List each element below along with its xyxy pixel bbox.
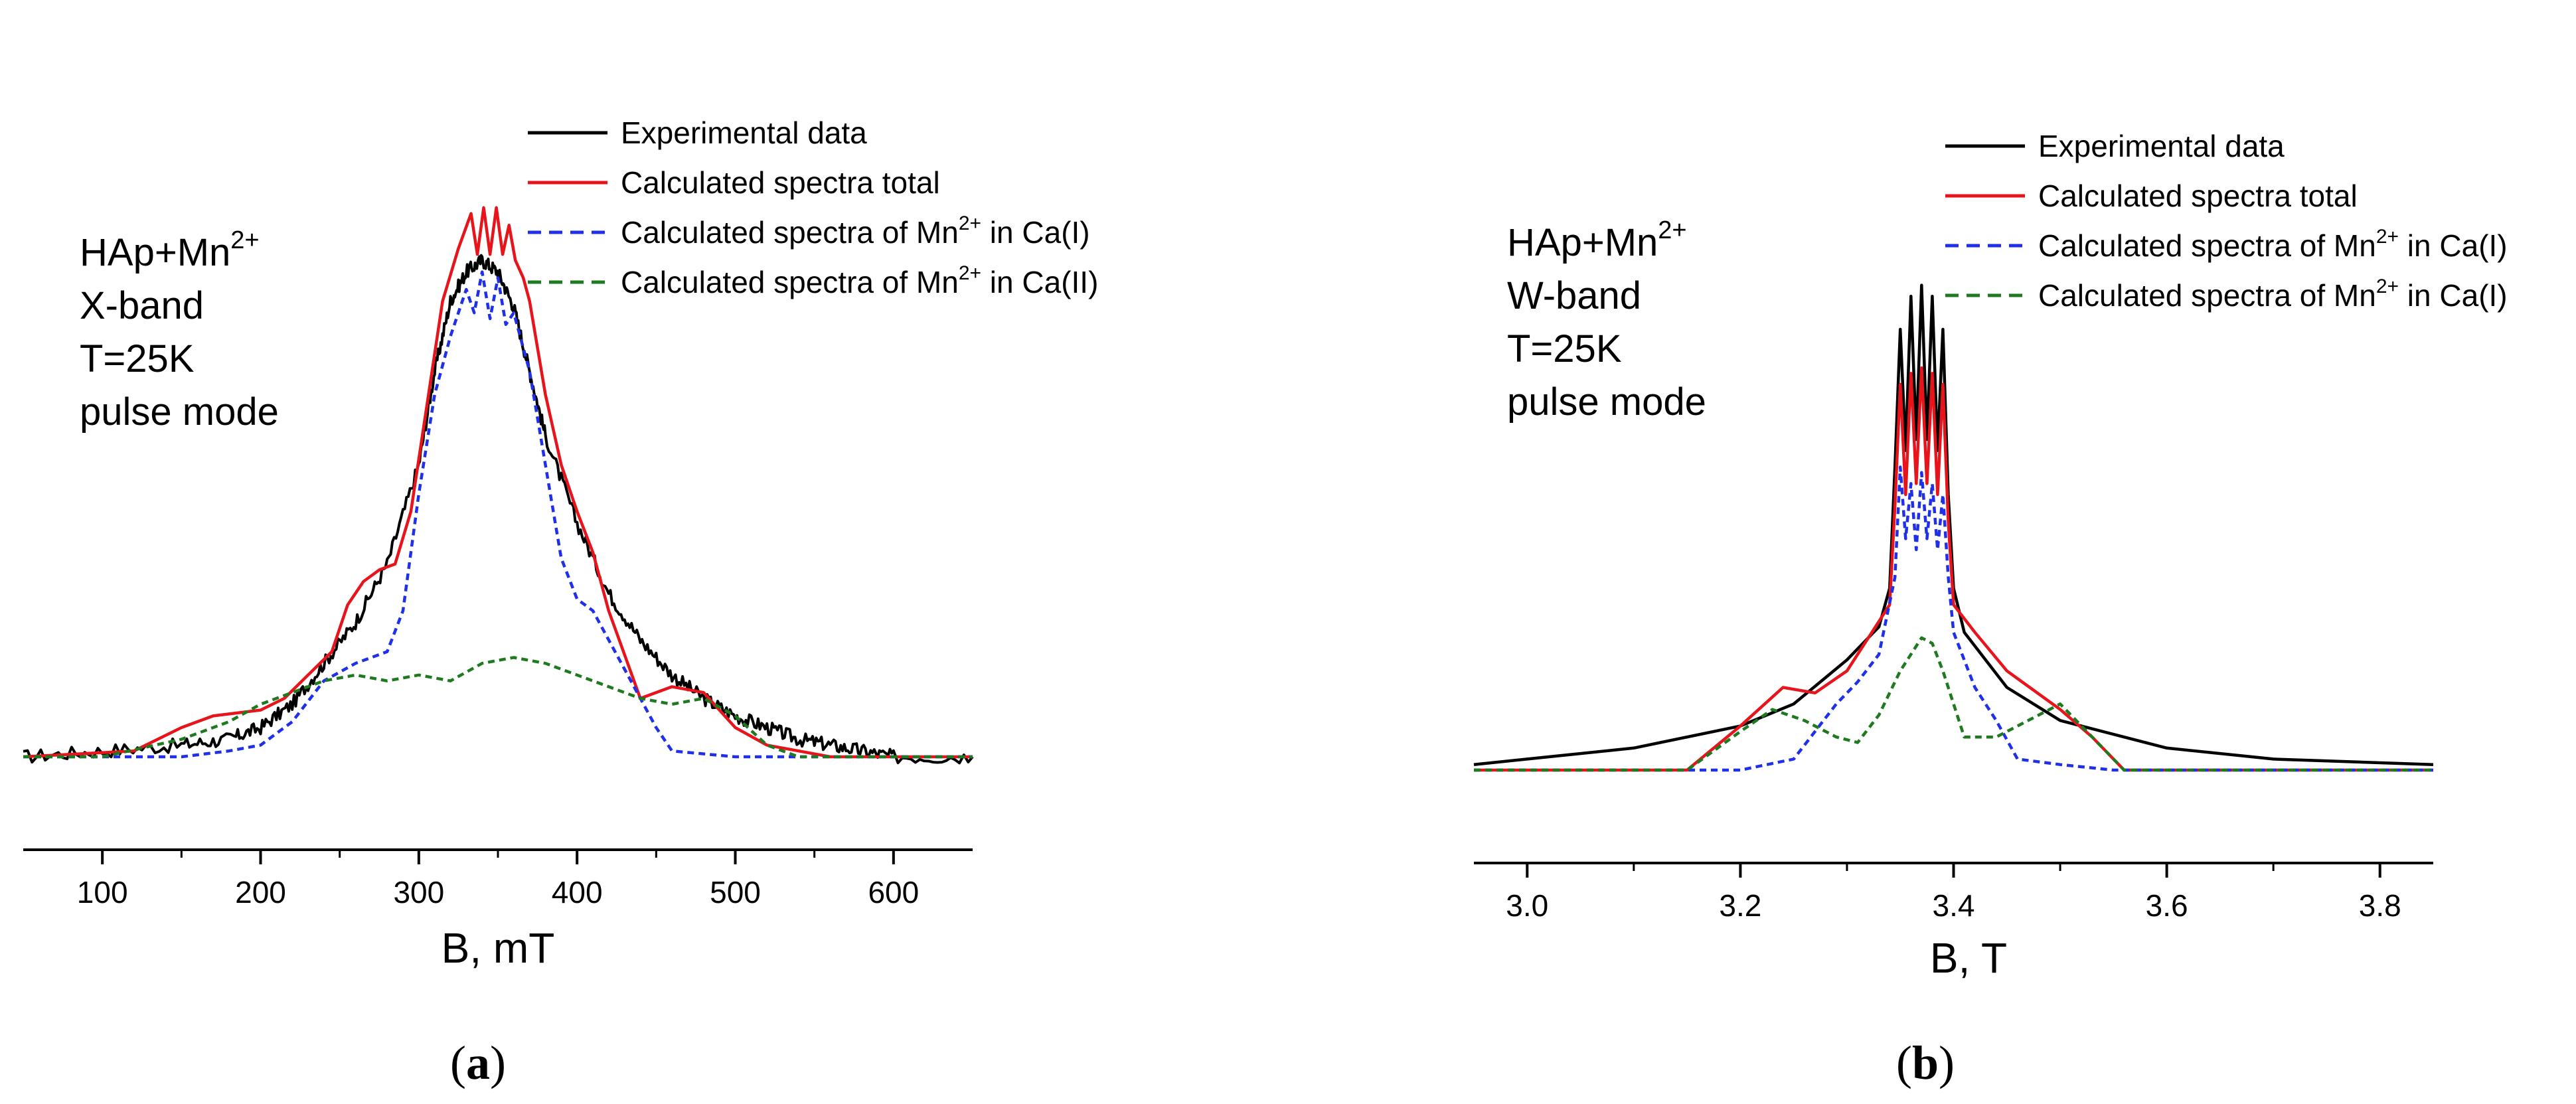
series-line-3 — [1474, 465, 2433, 772]
x-tick-label: 3.6 — [2146, 888, 2188, 923]
legend-label: Calculated spectra of Mn2+ in Ca(I) — [621, 212, 1090, 250]
legend-label: Experimental data — [2038, 129, 2285, 163]
sample-annotation-line: pulse mode — [1507, 380, 1706, 424]
series-line-1 — [23, 254, 974, 765]
series-line-1 — [1473, 283, 2434, 766]
sample-annotation-line: HAp+Mn2+ — [1507, 216, 1687, 264]
legend-label: Calculated spectra total — [2038, 179, 2358, 213]
legend-label: Calculated spectra of Mn2+ in Ca(II) — [621, 262, 1098, 299]
sample-annotation-line: pulse mode — [80, 390, 279, 434]
series-line-4 — [1474, 636, 2433, 772]
legend-label: Calculated spectra of Mn2+ in Ca(I) — [2038, 276, 2508, 313]
sample-annotation-line: T=25K — [80, 337, 195, 380]
x-axis-title: B, T — [1930, 934, 2007, 982]
x-tick-label: 200 — [235, 875, 286, 909]
x-tick-label: 300 — [393, 875, 444, 909]
x-tick-label: 600 — [868, 875, 919, 909]
legend-label: Calculated spectra total — [621, 165, 940, 200]
series-line-2 — [23, 206, 973, 759]
chart-panel-b: 3.0 3.2 3.4 3.6 3.8 B, T (b) Experimental data C… — [1473, 129, 2508, 1089]
sample-annotation-line: T=25K — [1507, 327, 1622, 370]
legend-label: Calculated spectra of Mn2+ in Ca(I) — [2038, 226, 2508, 263]
x-tick-label: 3.0 — [1506, 888, 1548, 923]
x-tick-label: 100 — [77, 875, 128, 909]
x-tick-label: 3.4 — [1933, 888, 1975, 923]
x-tick-label: 500 — [710, 875, 761, 909]
sample-annotation-line: X-band — [80, 284, 204, 327]
series-line-2 — [1474, 366, 2433, 772]
series-line-3 — [23, 270, 973, 759]
sample-annotation-line: W-band — [1507, 274, 1641, 317]
x-tick-label: 3.8 — [2359, 888, 2401, 923]
legend-label: Experimental data — [621, 116, 867, 150]
x-tick-label: 400 — [552, 875, 603, 909]
panel-label: (b) — [1896, 1036, 1955, 1089]
panel-label: (a) — [450, 1036, 506, 1089]
sample-annotation-line: HAp+Mn2+ — [80, 226, 260, 274]
x-tick-label: 3.2 — [1719, 888, 1761, 923]
chart-panel-a: 100 200 300 400 500 600 B, mT (a) Experimental d… — [23, 116, 1098, 1089]
x-axis-title: B, mT — [442, 924, 555, 972]
series-line-4 — [23, 656, 973, 759]
